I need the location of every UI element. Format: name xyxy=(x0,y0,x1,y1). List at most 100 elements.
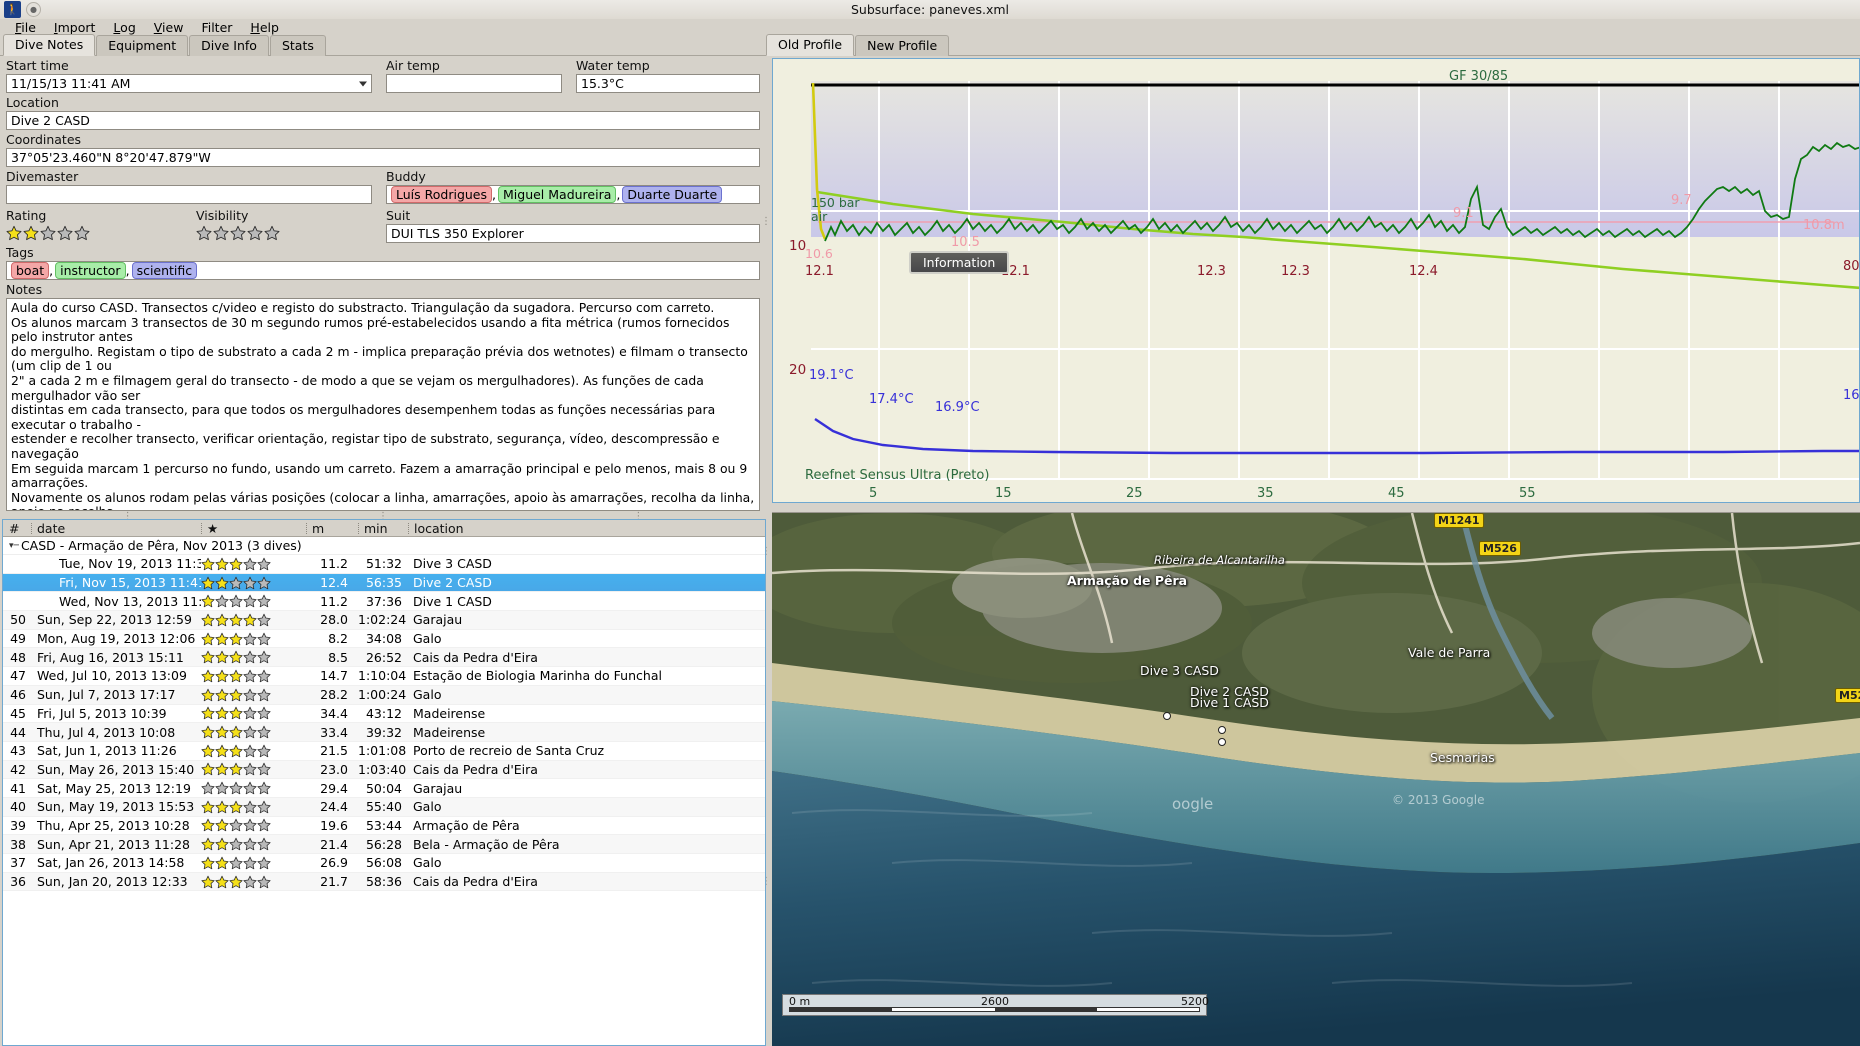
cell-rating[interactable] xyxy=(201,856,306,870)
rating-stars xyxy=(201,669,306,683)
menu-import[interactable]: Import xyxy=(53,20,96,35)
cell-rating[interactable] xyxy=(201,818,306,832)
cell-rating[interactable] xyxy=(201,762,306,776)
map-marker-dive-2[interactable]: Dive 2 CASD xyxy=(1190,684,1269,699)
map-imagery xyxy=(772,513,1860,1046)
table-row[interactable]: 38 Sun, Apr 21, 2013 11:28 21.4 56:28 Bela -… xyxy=(3,835,765,854)
tab-dive-info[interactable]: Dive Info xyxy=(189,35,269,56)
suit-input[interactable]: DUI TLS 350 Explorer xyxy=(386,224,760,243)
buddy-input[interactable]: Luís Rodrigues, Miguel Madureira, Duarte D… xyxy=(386,185,760,204)
tags-input[interactable]: boat, instructor, scientific xyxy=(6,261,760,280)
menu-view[interactable]: View xyxy=(153,20,184,35)
cell-rating[interactable] xyxy=(201,688,306,702)
star-icon xyxy=(257,800,271,813)
tab-equipment[interactable]: Equipment xyxy=(96,35,189,56)
divemaster-input[interactable] xyxy=(6,185,372,204)
dive-list[interactable]: # date ★ m min location ▾─ CASD - Armaçã… xyxy=(2,519,766,1046)
coordinates-input[interactable]: 37°05'23.460"N 8°20'47.879"W xyxy=(6,148,760,167)
table-row[interactable]: 37 Sat, Jan 26, 2013 14:58 26.9 56:08 Galo xyxy=(3,854,765,873)
cell-rating[interactable] xyxy=(201,632,306,646)
table-row[interactable]: Wed, Nov 13, 2013 11:06 11.2 37:36 Dive 1 C… xyxy=(3,592,765,612)
table-row[interactable]: 44 Thu, Jul 4, 2013 10:08 33.4 39:32 Madeire… xyxy=(3,723,765,742)
grid-lines xyxy=(811,81,1859,480)
scale-line xyxy=(789,1007,1200,1012)
cell-rating[interactable] xyxy=(201,594,306,608)
buddy-tag[interactable]: Luís Rodrigues xyxy=(391,186,493,203)
cell-rating[interactable] xyxy=(201,557,306,571)
star-icon xyxy=(257,632,271,645)
table-row[interactable]: 40 Sun, May 19, 2013 15:53 24.4 55:40 Galo xyxy=(3,797,765,817)
table-row[interactable]: 49 Mon, Aug 19, 2013 12:06 8.2 34:08 Galo xyxy=(3,630,765,649)
start-time-input[interactable]: 11/15/13 11:41 AM xyxy=(6,74,372,93)
menu-log[interactable]: Log xyxy=(113,20,136,35)
cell-rating[interactable] xyxy=(201,576,306,590)
table-row[interactable]: Tue, Nov 19, 2013 11:39 11.2 51:32 Dive 3 C… xyxy=(3,555,765,574)
cell-rating[interactable] xyxy=(201,706,306,720)
map-marker-dive-1[interactable]: Dive 1 CASD xyxy=(1190,695,1269,710)
dive-tag[interactable]: instructor xyxy=(55,262,126,279)
cell-rating[interactable] xyxy=(201,650,306,664)
buddy-tag[interactable]: Duarte Duarte xyxy=(622,186,723,203)
star-icon xyxy=(243,632,257,645)
star-icon xyxy=(229,707,243,720)
column-header-depth[interactable]: m xyxy=(306,521,358,536)
table-row[interactable]: 39 Thu, Apr 25, 2013 10:28 19.6 53:44 Armaçã… xyxy=(3,817,765,836)
table-row[interactable]: 45 Fri, Jul 5, 2013 10:39 34.4 43:12 Madeire… xyxy=(3,705,765,724)
cell-rating[interactable] xyxy=(201,744,306,758)
table-row[interactable]: 43 Sat, Jun 1, 2013 11:26 21.5 1:01:08 Porto… xyxy=(3,742,765,761)
cell-rating[interactable] xyxy=(201,781,306,795)
information-tooltip[interactable]: Information xyxy=(909,251,1010,274)
tab-old-profile[interactable]: Old Profile xyxy=(766,34,855,56)
water-temp-input[interactable]: 15.3°C xyxy=(576,74,760,93)
chevron-down-icon[interactable] xyxy=(359,81,367,86)
cell-rating[interactable] xyxy=(201,725,306,739)
cell-duration: 58:36 xyxy=(365,874,402,890)
star-icon xyxy=(243,875,257,888)
vertical-splitter[interactable]: ⋮ ⋮ ⋮ xyxy=(761,56,771,1046)
visibility-stars[interactable] xyxy=(190,225,380,241)
column-header-number[interactable]: # xyxy=(9,520,20,536)
cell-rating[interactable] xyxy=(201,837,306,851)
column-header-location[interactable]: location xyxy=(408,521,765,536)
column-header-rating[interactable]: ★ xyxy=(201,521,306,536)
table-row[interactable]: 46 Sun, Jul 7, 2013 17:17 28.2 1:00:24 Galo xyxy=(3,685,765,705)
buddy-tag[interactable]: Miguel Madureira xyxy=(498,186,617,203)
column-header-duration[interactable]: min xyxy=(358,521,408,536)
dive-list-header: # date ★ m min location xyxy=(3,520,765,537)
cell-duration: 1:10:04 xyxy=(358,668,407,684)
menu-filter[interactable]: Filter xyxy=(201,20,233,35)
cell-rating[interactable] xyxy=(201,669,306,683)
collapse-icon[interactable]: ▾─ xyxy=(9,540,19,551)
map-marker-dive-3[interactable]: Dive 3 CASD xyxy=(1140,663,1219,678)
table-row[interactable]: 42 Sun, May 26, 2013 15:40 23.0 1:03:40 Cais… xyxy=(3,760,765,780)
scale-min: 0 m xyxy=(789,995,811,1008)
cell-rating[interactable] xyxy=(201,800,306,814)
trip-row[interactable]: ▾─ CASD - Armação de Pêra, Nov 2013 (3 d… xyxy=(3,537,765,555)
table-row[interactable]: 47 Wed, Jul 10, 2013 13:09 14.7 1:10:04 Esta… xyxy=(3,667,765,686)
suit-label: Suit xyxy=(386,208,411,223)
horizontal-splitter[interactable]: ⋮ ⋮ ⋮ xyxy=(0,511,766,522)
column-header-date[interactable]: date xyxy=(31,521,201,536)
tab-dive-notes[interactable]: Dive Notes xyxy=(3,34,96,56)
table-row[interactable]: 48 Fri, Aug 16, 2013 15:11 8.5 26:52 Cais da… xyxy=(3,648,765,668)
splitter-grip: ⋮ xyxy=(761,215,771,227)
menu-help[interactable]: Help xyxy=(250,20,279,35)
star-icon xyxy=(257,557,271,571)
cell-rating[interactable] xyxy=(201,613,306,627)
cell-rating[interactable] xyxy=(201,875,306,889)
air-temp-input[interactable] xyxy=(386,74,562,93)
table-row[interactable]: 36 Sun, Jan 20, 2013 12:33 21.7 58:36 Cais d… xyxy=(3,872,765,892)
table-row[interactable]: 41 Sat, May 25, 2013 12:19 29.4 50:04 Garaja… xyxy=(3,779,765,798)
tab-stats[interactable]: Stats xyxy=(269,35,326,56)
dive-profile-chart[interactable]: GF 30/85 10 20 150 bar air 10.6 12.1 10.… xyxy=(772,58,1860,503)
notes-textarea[interactable]: Aula do curso CASD. Transectos c/video e… xyxy=(6,298,760,511)
table-row[interactable]: Fri, Nov 15, 2013 11:41 12.4 56:35 Dive 2 C… xyxy=(3,573,765,593)
map-view[interactable]: Armação de Pêra Ribeira de Alcantarilha … xyxy=(772,512,1860,1046)
tab-new-profile[interactable]: New Profile xyxy=(855,35,950,56)
dive-tag[interactable]: scientific xyxy=(131,262,198,279)
menu-file[interactable]: FFileile xyxy=(15,20,36,35)
rating-stars[interactable] xyxy=(0,225,190,241)
location-input[interactable]: Dive 2 CASD xyxy=(6,111,760,130)
table-row[interactable]: 50 Sun, Sep 22, 2013 12:59 28.0 1:02:24 Gara… xyxy=(3,611,765,630)
dive-tag[interactable]: boat xyxy=(11,262,50,279)
